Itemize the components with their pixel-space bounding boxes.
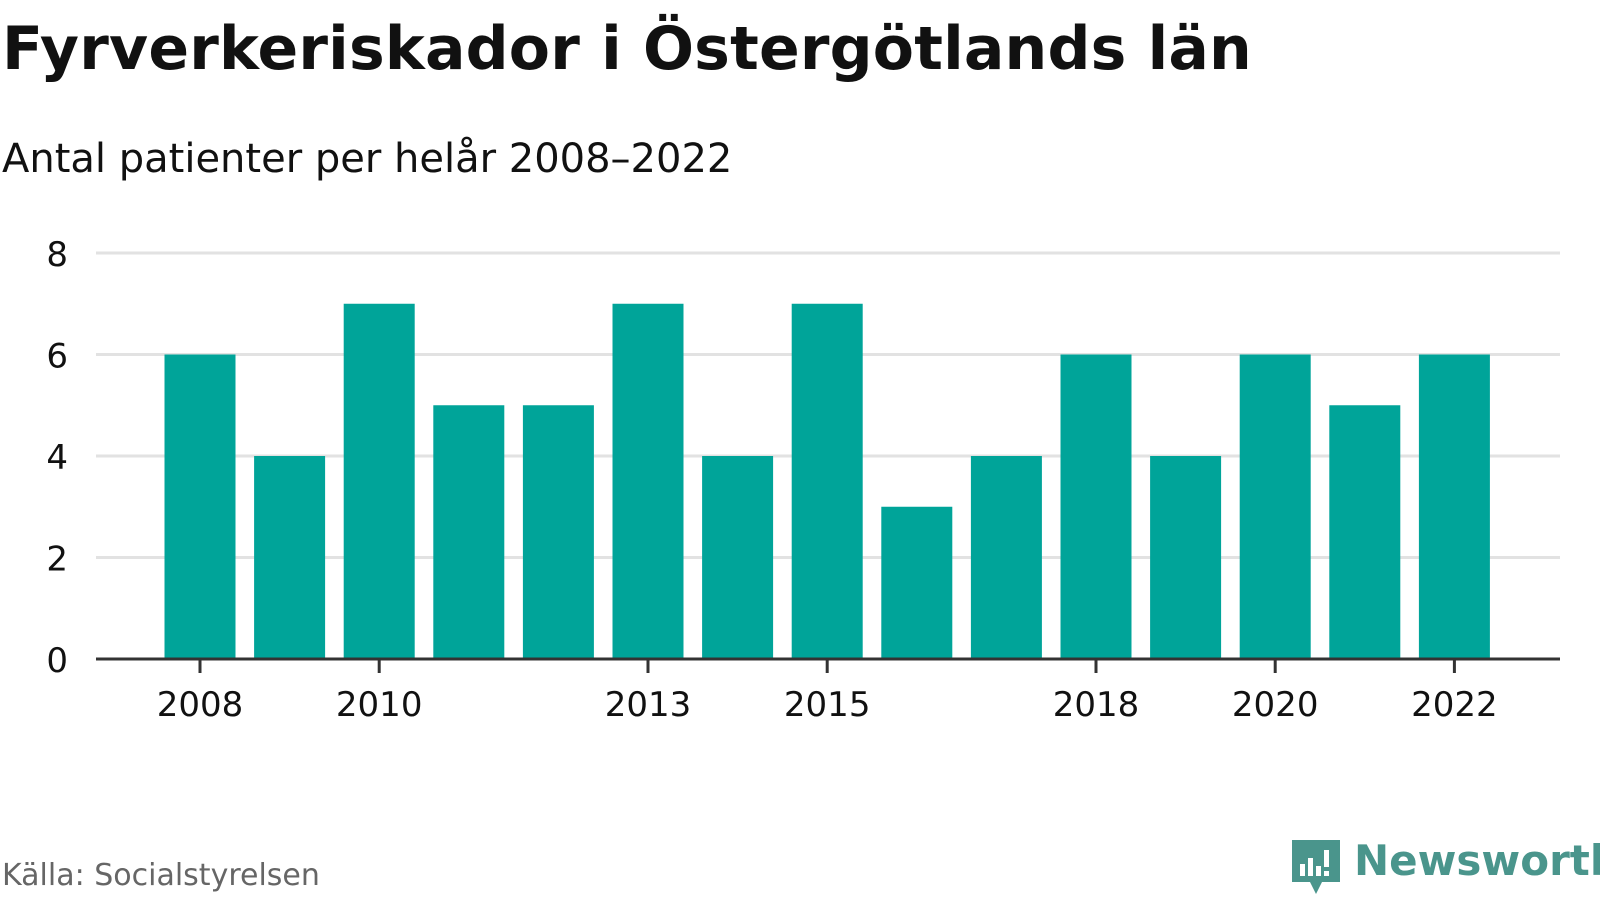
x-tick-label: 2018 <box>1053 685 1140 725</box>
chart-subtitle: Antal patienter per helår 2008–2022 <box>2 136 733 182</box>
bar-2022 <box>1418 354 1490 659</box>
x-tick-label: 2013 <box>605 685 692 725</box>
x-tick-label: 2015 <box>784 685 871 725</box>
bar-2009 <box>254 456 326 659</box>
bar-2015 <box>791 303 863 659</box>
newsworthy-logo-icon <box>1292 840 1340 894</box>
bar-2014 <box>702 456 774 659</box>
source-note: Källa: Socialstyrelsen <box>2 858 320 893</box>
bar-2011 <box>433 405 505 659</box>
y-tick-label: 4 <box>46 438 68 478</box>
bar-2021 <box>1329 405 1401 659</box>
brand-name: Newsworthy <box>1354 836 1600 885</box>
bar-2008 <box>164 354 236 659</box>
bar-2013 <box>612 303 684 659</box>
brand-logo: Newsworthy <box>1290 838 1600 898</box>
x-tick-label: 2010 <box>336 685 423 725</box>
y-tick-label: 8 <box>46 235 68 275</box>
x-tick-label: 2022 <box>1411 685 1498 725</box>
y-tick-label: 2 <box>46 540 68 580</box>
bar-2018 <box>1060 354 1132 659</box>
bar-2010 <box>343 303 415 659</box>
bar-2019 <box>1150 456 1222 659</box>
bar-layer <box>164 303 1490 659</box>
bar-2020 <box>1239 354 1311 659</box>
y-tick-label: 6 <box>46 337 68 377</box>
label-layer: 0 2 4 6 8 2008 2010 2013 2015 2018 2020 2022 <box>46 235 1497 725</box>
bar-2017 <box>970 456 1042 659</box>
x-tick-label: 2008 <box>157 685 244 725</box>
bar-2016 <box>881 506 953 659</box>
axis-layer <box>96 657 1560 673</box>
bar-2012 <box>522 405 594 659</box>
chart-title: Fyrverkeriskador i Östergötlands län <box>2 14 1252 84</box>
y-tick-label: 0 <box>46 641 68 681</box>
x-tick-label: 2020 <box>1232 685 1319 725</box>
